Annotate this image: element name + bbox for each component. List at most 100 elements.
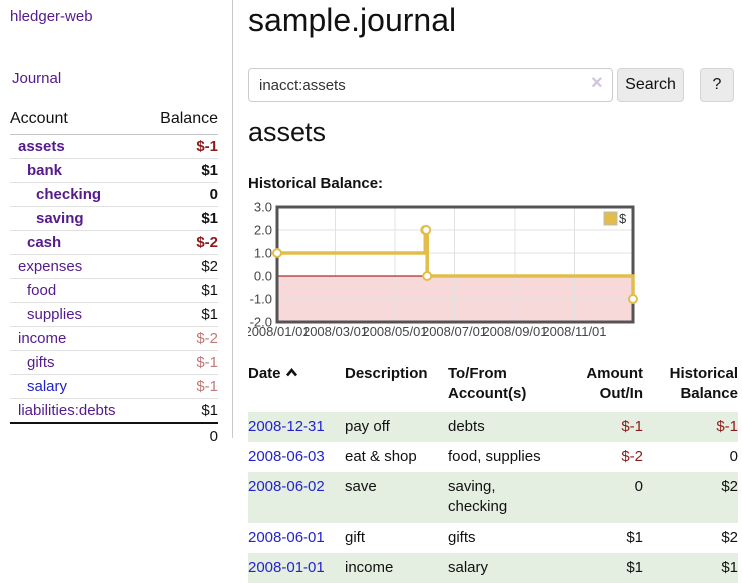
sidebar-account-row: supplies $1 [10, 302, 218, 327]
account-balance: $1 [201, 162, 218, 179]
svg-text:$: $ [619, 211, 627, 226]
txn-date-cell: 2008-12-31 [248, 412, 345, 442]
account-link[interactable]: assets [18, 138, 65, 155]
app-brand-link[interactable]: hledger-web [10, 8, 93, 25]
txn-header-description: Description [345, 365, 428, 382]
txn-date-link[interactable]: 2008-06-03 [248, 447, 325, 465]
main-content: sample.journal × Search ? assets Histori… [244, 0, 742, 583]
txn-date-cell: 2008-01-01 [248, 553, 345, 583]
transactions-table: Date Description To/From Account(s) Amou… [248, 362, 738, 583]
txn-amount-cell: $-2 [621, 447, 643, 465]
historical-balance-chart: 3.0 2.0 1.0 0.0 -1.0 -2.0 2008/01/01 2008/03/01… [244, 198, 718, 343]
sidebar-account-row: liabilities:debts $1 [10, 398, 218, 424]
sidebar-account-row: checking 0 [10, 182, 218, 207]
txn-accounts-cell: gifts [448, 528, 476, 546]
sidebar: hledger-web Journal Account Balance asse… [0, 0, 233, 445]
account-balance: $1 [201, 210, 218, 227]
txn-date-link[interactable]: 2008-06-01 [248, 528, 325, 546]
svg-text:2008/03/01: 2008/03/01 [303, 324, 368, 339]
account-balance: $1 [201, 306, 218, 323]
svg-text:2008/11/01: 2008/11/01 [542, 324, 606, 339]
search-form: × Search ? [248, 68, 742, 102]
txn-amount-cell: $1 [626, 558, 643, 576]
svg-text:2008/07/01: 2008/07/01 [422, 324, 487, 339]
svg-text:1.0: 1.0 [254, 246, 272, 261]
sidebar-account-row: expenses $2 [10, 254, 218, 279]
txn-date-link[interactable]: 2008-01-01 [248, 558, 325, 576]
search-input[interactable] [248, 68, 613, 102]
txn-balance-cell: $-1 [716, 417, 738, 435]
chart-label: Historical Balance: [248, 175, 384, 192]
svg-text:2008/01/01: 2008/01/01 [248, 324, 310, 339]
txn-date-cell: 2008-06-02 [248, 472, 345, 523]
txn-description-cell: eat & shop [345, 447, 417, 465]
txn-balance-cell: 0 [729, 447, 738, 465]
txn-header-amount: Amount Out/In [586, 365, 643, 403]
account-balance: 0 [209, 186, 218, 203]
account-link[interactable]: cash [27, 234, 62, 251]
txn-amount-cell: $-1 [621, 417, 643, 435]
account-balance: $1 [201, 282, 218, 299]
txn-amount-cell: $1 [626, 528, 643, 546]
account-link[interactable]: food [27, 282, 57, 299]
sidebar-item-journal[interactable]: Journal [12, 70, 62, 87]
search-button[interactable]: Search [617, 68, 684, 102]
account-link[interactable]: supplies [27, 306, 83, 323]
txn-date-link[interactable]: 2008-06-02 [248, 478, 325, 495]
account-link[interactable]: checking [36, 186, 102, 203]
account-link[interactable]: liabilities:debts [18, 402, 116, 419]
svg-text:-1.0: -1.0 [250, 292, 272, 307]
account-link[interactable]: expenses [18, 258, 83, 275]
chart-canvas: 3.0 2.0 1.0 0.0 -1.0 -2.02008/01/012008/03/01… [244, 200, 638, 339]
account-link[interactable]: gifts [27, 354, 55, 371]
txn-header-accounts: To/From Account(s) [448, 365, 527, 403]
transaction-row[interactable]: 2008-06-01 gift gifts $1 $2 [248, 523, 738, 553]
account-link[interactable]: salary [27, 378, 68, 395]
txn-balance-cell: $2 [721, 528, 738, 546]
accounts-header-balance: Balance [144, 106, 218, 135]
svg-text:-2.0: -2.0 [250, 315, 272, 330]
txn-date-cell: 2008-06-01 [248, 523, 345, 553]
account-link[interactable]: bank [27, 162, 63, 179]
transaction-row[interactable]: 2008-06-03 eat & shop food, supplies $-2 0 [248, 442, 738, 472]
transaction-row[interactable]: 2008-06-02 save saving, checking 0 $2 [248, 472, 738, 523]
txn-accounts-cell: food, supplies [448, 447, 541, 465]
sidebar-account-row: assets $-1 [10, 135, 218, 159]
txn-balance-cell: $2 [721, 478, 738, 495]
accounts-total-value: 0 [209, 428, 218, 445]
txn-description-cell: income [345, 558, 394, 576]
account-heading: assets [248, 117, 327, 147]
txn-description-cell: pay off [345, 417, 390, 435]
accounts-total-row: 0 [10, 423, 218, 448]
accounts-table: Account Balance assets $-1 bank $1 checking 0… [10, 106, 218, 448]
transaction-row[interactable]: 2008-12-31 pay off debts $-1 $-1 [248, 411, 738, 442]
txn-header-balance: Historical Balance [669, 365, 738, 403]
sidebar-account-row: bank $1 [10, 158, 218, 183]
account-balance: $-1 [196, 378, 218, 395]
account-balance: $-1 [196, 354, 218, 371]
txn-balance-cell: $1 [721, 558, 738, 576]
account-link[interactable]: income [18, 330, 67, 347]
sidebar-account-row: saving $1 [10, 206, 218, 231]
help-button[interactable]: ? [700, 68, 734, 102]
txn-description-cell: gift [345, 528, 366, 546]
txn-description-cell: save [345, 478, 377, 495]
clear-search-icon[interactable]: × [591, 72, 603, 94]
txn-accounts-cell: saving, checking [448, 478, 508, 516]
txn-accounts-cell: salary [448, 558, 489, 576]
svg-text:2008/09/01: 2008/09/01 [482, 324, 547, 339]
sidebar-account-row: income $-2 [10, 326, 218, 351]
page-title: sample.journal [248, 2, 457, 38]
account-balance: $-2 [196, 330, 218, 347]
account-link[interactable]: saving [36, 210, 84, 227]
txn-header-date[interactable]: Date [248, 362, 345, 412]
sidebar-account-row: cash $-2 [10, 230, 218, 255]
svg-text:2008/05/01: 2008/05/01 [362, 324, 427, 339]
svg-text:3.0: 3.0 [254, 200, 272, 215]
account-balance: $-2 [196, 234, 218, 251]
account-balance: $-1 [196, 138, 218, 155]
txn-date-link[interactable]: 2008-12-31 [248, 417, 325, 435]
svg-text:0.0: 0.0 [254, 269, 272, 284]
sort-ascending-icon [285, 367, 297, 377]
transaction-row[interactable]: 2008-01-01 income salary $1 $1 [248, 552, 738, 583]
